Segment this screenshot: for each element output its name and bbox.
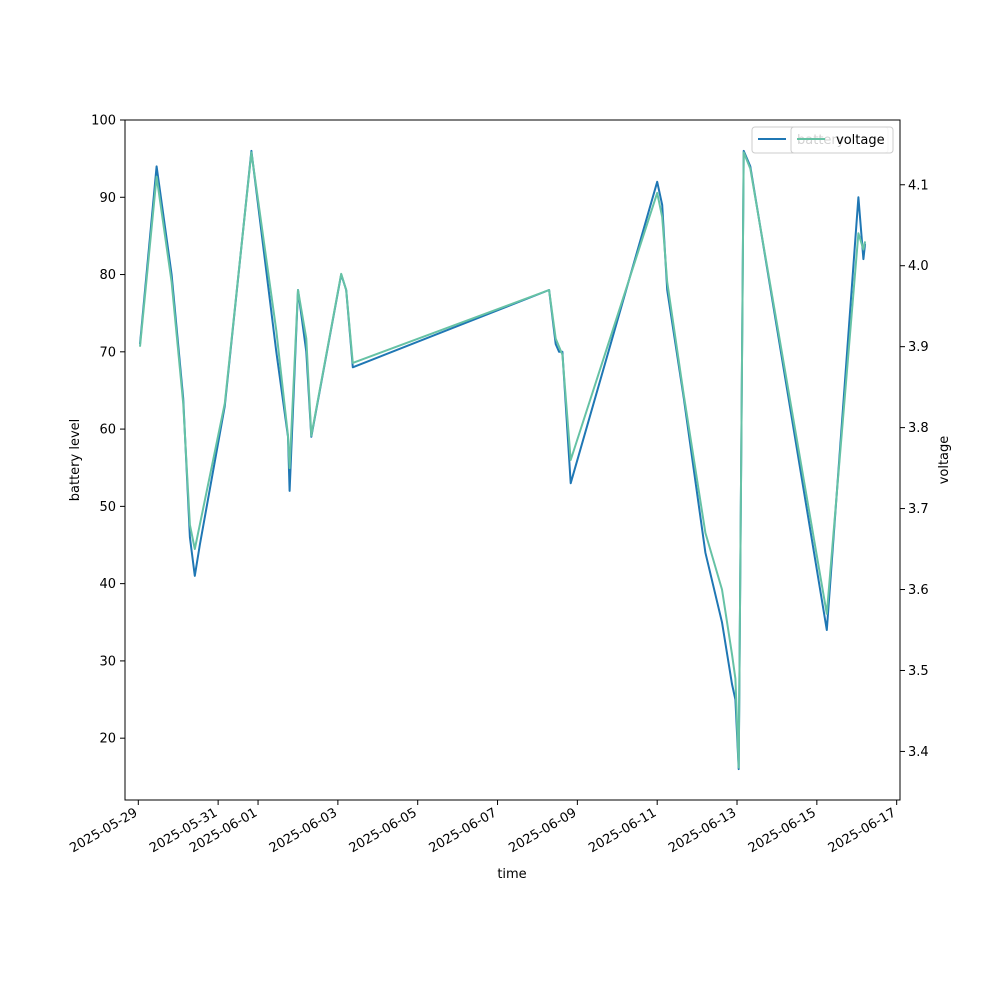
left-tick-label: 50 — [99, 500, 116, 515]
plot-frame — [124, 119, 901, 801]
left-tick-label: 90 — [99, 191, 116, 206]
x-axis-label: time — [497, 867, 526, 882]
right-tick-label: 4.0 — [908, 259, 929, 274]
right-tick-label: 3.5 — [908, 664, 929, 679]
right-tick-label: 3.6 — [908, 583, 929, 598]
right-tick-label: 3.7 — [908, 502, 929, 517]
right-tick-label: 3.8 — [908, 421, 929, 436]
left-tick-label: 70 — [99, 345, 116, 360]
right-tick-label: 4.1 — [908, 178, 929, 193]
plot-lines — [139, 149, 867, 771]
legend-label-voltage: voltage — [836, 133, 885, 148]
legend: batteryvoltage — [751, 126, 894, 154]
right-axis-label: voltage — [937, 436, 952, 485]
right-tick-label: 3.4 — [908, 745, 929, 760]
left-tick-label: 20 — [99, 732, 116, 747]
left-axis-ticks: 20 30 40 50 60 70 80 90 100 — [91, 114, 125, 747]
left-tick-label: 40 — [99, 577, 116, 592]
left-tick-label: 80 — [99, 268, 116, 283]
left-tick-label: 100 — [91, 114, 116, 129]
right-tick-label: 3.9 — [908, 340, 929, 355]
legend-box-voltage — [790, 126, 894, 154]
series-line-voltage — [139, 151, 867, 769]
right-axis-ticks: 3.4 3.5 3.6 3.7 3.8 3.9 4.0 4.1 — [900, 178, 929, 760]
left-tick-label: 30 — [99, 654, 116, 669]
left-axis-label: battery level — [68, 419, 83, 502]
left-tick-label: 60 — [99, 423, 116, 438]
